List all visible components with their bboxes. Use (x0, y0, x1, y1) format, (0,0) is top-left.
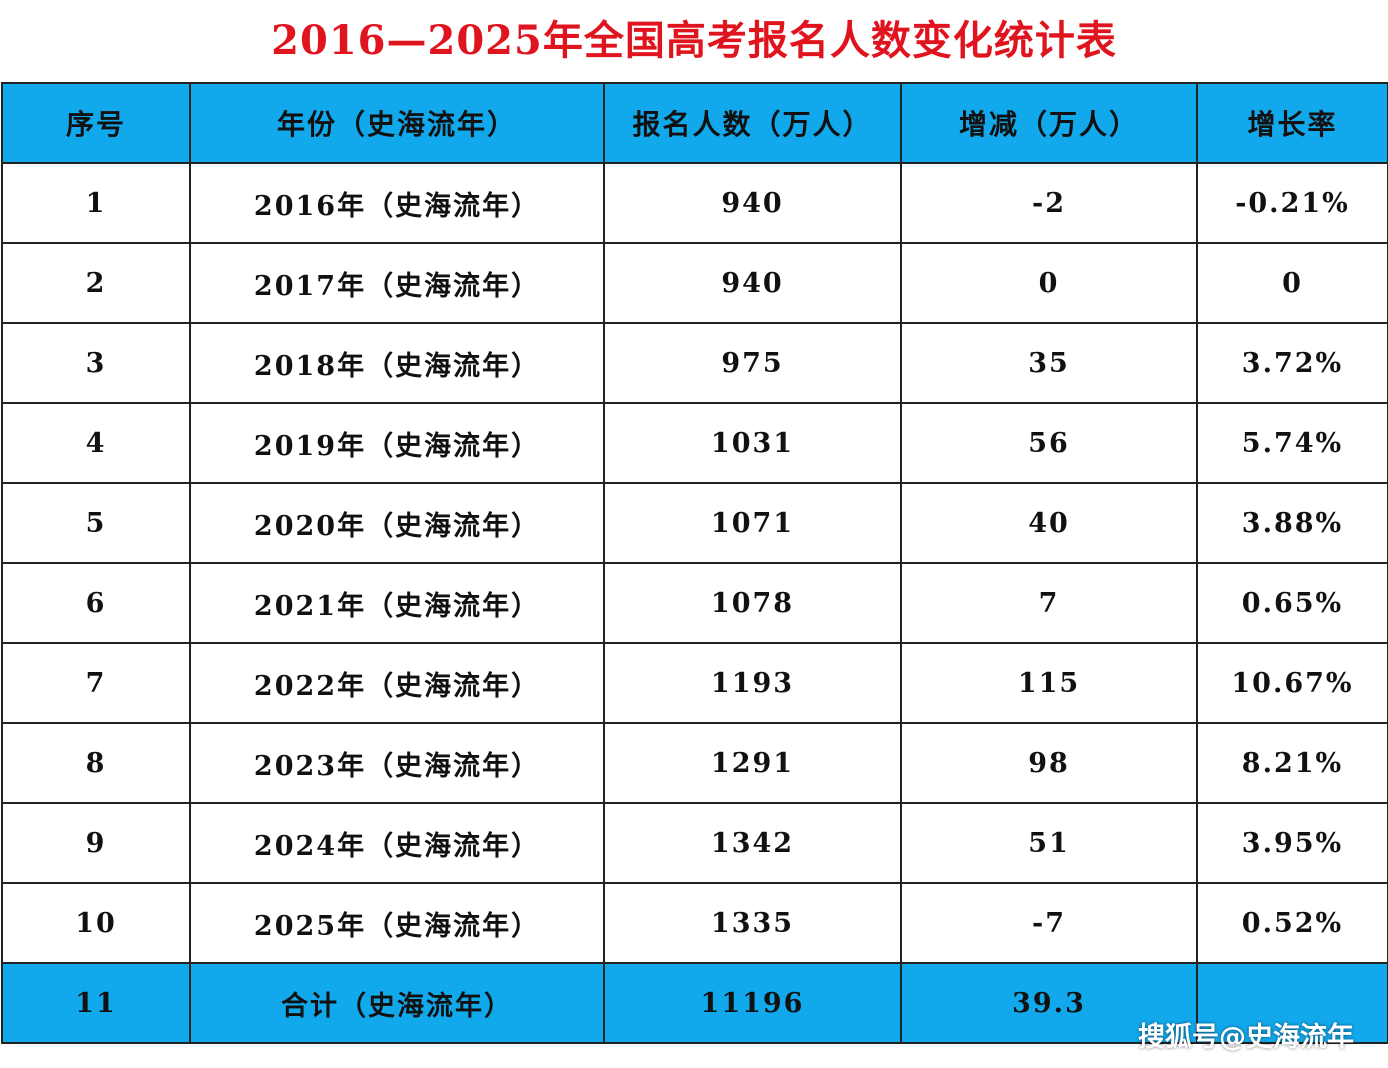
cell-change: 98 (900, 722, 1198, 804)
cell-index: 4 (1, 402, 191, 484)
cell-rate: 10.67% (1196, 642, 1388, 724)
cell-applicants: 1078 (603, 562, 902, 644)
cell-year: 2019年（史海流年） (189, 402, 605, 484)
watermark: 搜狐号@史海流年 (1138, 1022, 1354, 1053)
cell-change: 115 (900, 642, 1198, 724)
cell-index: 9 (1, 802, 191, 884)
cell-year: 2022年（史海流年） (189, 642, 605, 724)
cell-applicants: 1291 (603, 722, 902, 804)
cell-rate: 8.21% (1196, 722, 1388, 804)
cell-applicants: 1342 (603, 802, 902, 884)
cell-rate: 3.88% (1196, 482, 1388, 564)
total-year: 合计（史海流年） (189, 962, 605, 1044)
total-change: 39.3 (900, 962, 1198, 1044)
cell-applicants: 975 (603, 322, 902, 404)
header-row: 序号 年份（史海流年） 报名人数（万人） 增减（万人） 增长率 (1, 82, 1388, 164)
cell-applicants: 1335 (603, 882, 902, 964)
cell-rate: 0.65% (1196, 562, 1388, 644)
cell-year: 2023年（史海流年） (189, 722, 605, 804)
cell-index: 6 (1, 562, 191, 644)
cell-year: 2024年（史海流年） (189, 802, 605, 884)
cell-change: 40 (900, 482, 1198, 564)
page-title: 2016—2025年全国高考报名人数变化统计表 (271, 17, 1117, 64)
header-applicants: 报名人数（万人） (603, 82, 902, 164)
cell-year: 2016年（史海流年） (189, 162, 605, 244)
cell-year: 2020年（史海流年） (189, 482, 605, 564)
total-applicants: 11196 (603, 962, 902, 1044)
header-change: 增减（万人） (900, 82, 1198, 164)
table-row: 5 2020年（史海流年） 1071 40 3.88% (1, 482, 1388, 564)
cell-rate: 3.72% (1196, 322, 1388, 404)
header-index: 序号 (1, 82, 191, 164)
table-row: 7 2022年（史海流年） 1193 115 10.67% (1, 642, 1388, 724)
cell-change: 0 (900, 242, 1198, 324)
cell-year: 2017年（史海流年） (189, 242, 605, 324)
cell-year: 2021年（史海流年） (189, 562, 605, 644)
cell-applicants: 940 (603, 162, 902, 244)
cell-change: 7 (900, 562, 1198, 644)
cell-applicants: 1071 (603, 482, 902, 564)
cell-index: 8 (1, 722, 191, 804)
total-row: 11 合计（史海流年） 11196 39.3 (1, 962, 1388, 1044)
stats-table: 序号 年份（史海流年） 报名人数（万人） 增减（万人） 增长率 1 2016年（… (1, 82, 1388, 1044)
cell-index: 2 (1, 242, 191, 324)
cell-change: -2 (900, 162, 1198, 244)
cell-index: 1 (1, 162, 191, 244)
cell-index: 7 (1, 642, 191, 724)
cell-change: 56 (900, 402, 1198, 484)
cell-change: -7 (900, 882, 1198, 964)
total-index: 11 (1, 962, 191, 1044)
cell-year: 2018年（史海流年） (189, 322, 605, 404)
cell-rate: -0.21% (1196, 162, 1388, 244)
table-row: 10 2025年（史海流年） 1335 -7 0.52% (1, 882, 1388, 964)
cell-year: 2025年（史海流年） (189, 882, 605, 964)
cell-rate: 0 (1196, 242, 1388, 324)
cell-index: 10 (1, 882, 191, 964)
cell-applicants: 1193 (603, 642, 902, 724)
cell-index: 5 (1, 482, 191, 564)
table-row: 2 2017年（史海流年） 940 0 0 (1, 242, 1388, 324)
cell-applicants: 1031 (603, 402, 902, 484)
cell-change: 51 (900, 802, 1198, 884)
table-row: 6 2021年（史海流年） 1078 7 0.65% (1, 562, 1388, 644)
table-row: 3 2018年（史海流年） 975 35 3.72% (1, 322, 1388, 404)
table-row: 1 2016年（史海流年） 940 -2 -0.21% (1, 162, 1388, 244)
cell-rate: 3.95% (1196, 802, 1388, 884)
total-rate (1196, 962, 1388, 1044)
table-row: 9 2024年（史海流年） 1342 51 3.95% (1, 802, 1388, 884)
table-row: 4 2019年（史海流年） 1031 56 5.74% (1, 402, 1388, 484)
cell-applicants: 940 (603, 242, 902, 324)
cell-rate: 0.52% (1196, 882, 1388, 964)
cell-index: 3 (1, 322, 191, 404)
cell-rate: 5.74% (1196, 402, 1388, 484)
header-year: 年份（史海流年） (189, 82, 605, 164)
header-rate: 增长率 (1196, 82, 1388, 164)
table-row: 8 2023年（史海流年） 1291 98 8.21% (1, 722, 1388, 804)
cell-change: 35 (900, 322, 1198, 404)
